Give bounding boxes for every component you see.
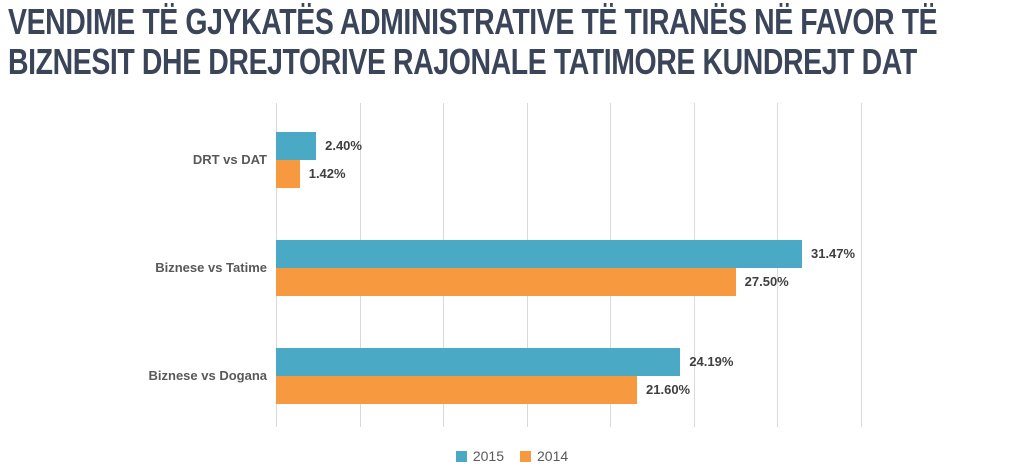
bar-2014-drt-vs-dat — [276, 160, 300, 188]
bar-2015-drt-vs-dat — [276, 132, 317, 160]
legend-item-2014: 2014 — [520, 448, 568, 464]
value-label-2014-biznese-vs-tatime: 27.50% — [744, 274, 789, 289]
category-label-biznese-vs-tatime: Biznese vs Tatime — [155, 260, 267, 275]
value-label-2015-biznese-vs-dogana: 24.19% — [689, 354, 734, 369]
legend-label-2014: 2014 — [537, 448, 569, 464]
bar-2014-biznese-vs-dogana — [276, 376, 638, 404]
gridline — [861, 103, 862, 427]
chart-title-line-1: VENDIME TË GJYKATËS ADMINISTRATIVE TË TI… — [8, 1, 938, 42]
bar-2015-biznese-vs-dogana — [276, 348, 681, 376]
category-label-biznese-vs-dogana: Biznese vs Dogana — [148, 368, 268, 383]
legend-label-2015: 2015 — [472, 448, 504, 464]
plot-area: 2.40% 1.42% 31.47% 27.50% 24.19% 21.60% — [276, 103, 862, 427]
legend: 2015 2014 — [0, 448, 1024, 464]
value-label-2015-biznese-vs-tatime: 31.47% — [810, 246, 856, 261]
bar-2014-biznese-vs-tatime — [276, 268, 736, 296]
legend-swatch-2015-icon — [455, 450, 467, 462]
bar-2015-biznese-vs-tatime — [276, 240, 802, 268]
category-label-drt-vs-dat: DRT vs DAT — [192, 152, 267, 167]
bar-chart: 2.40% 1.42% 31.47% 27.50% 24.19% 21.60% DRT v… — [0, 103, 1024, 427]
chart-title-line-2: BIZNESIT DHE DREJTORIVE RAJONALE TATIMOR… — [8, 41, 917, 82]
legend-item-2015: 2015 — [455, 448, 504, 464]
chart-title: VENDIME TË GJYKATËS ADMINISTRATIVE TË TI… — [8, 2, 1024, 82]
value-label-2015-drt-vs-dat: 2.40% — [325, 138, 362, 153]
value-label-2014-biznese-vs-dogana: 21.60% — [646, 382, 691, 397]
legend-swatch-2014-icon — [520, 450, 531, 462]
value-label-2014-drt-vs-dat: 1.42% — [308, 166, 346, 181]
